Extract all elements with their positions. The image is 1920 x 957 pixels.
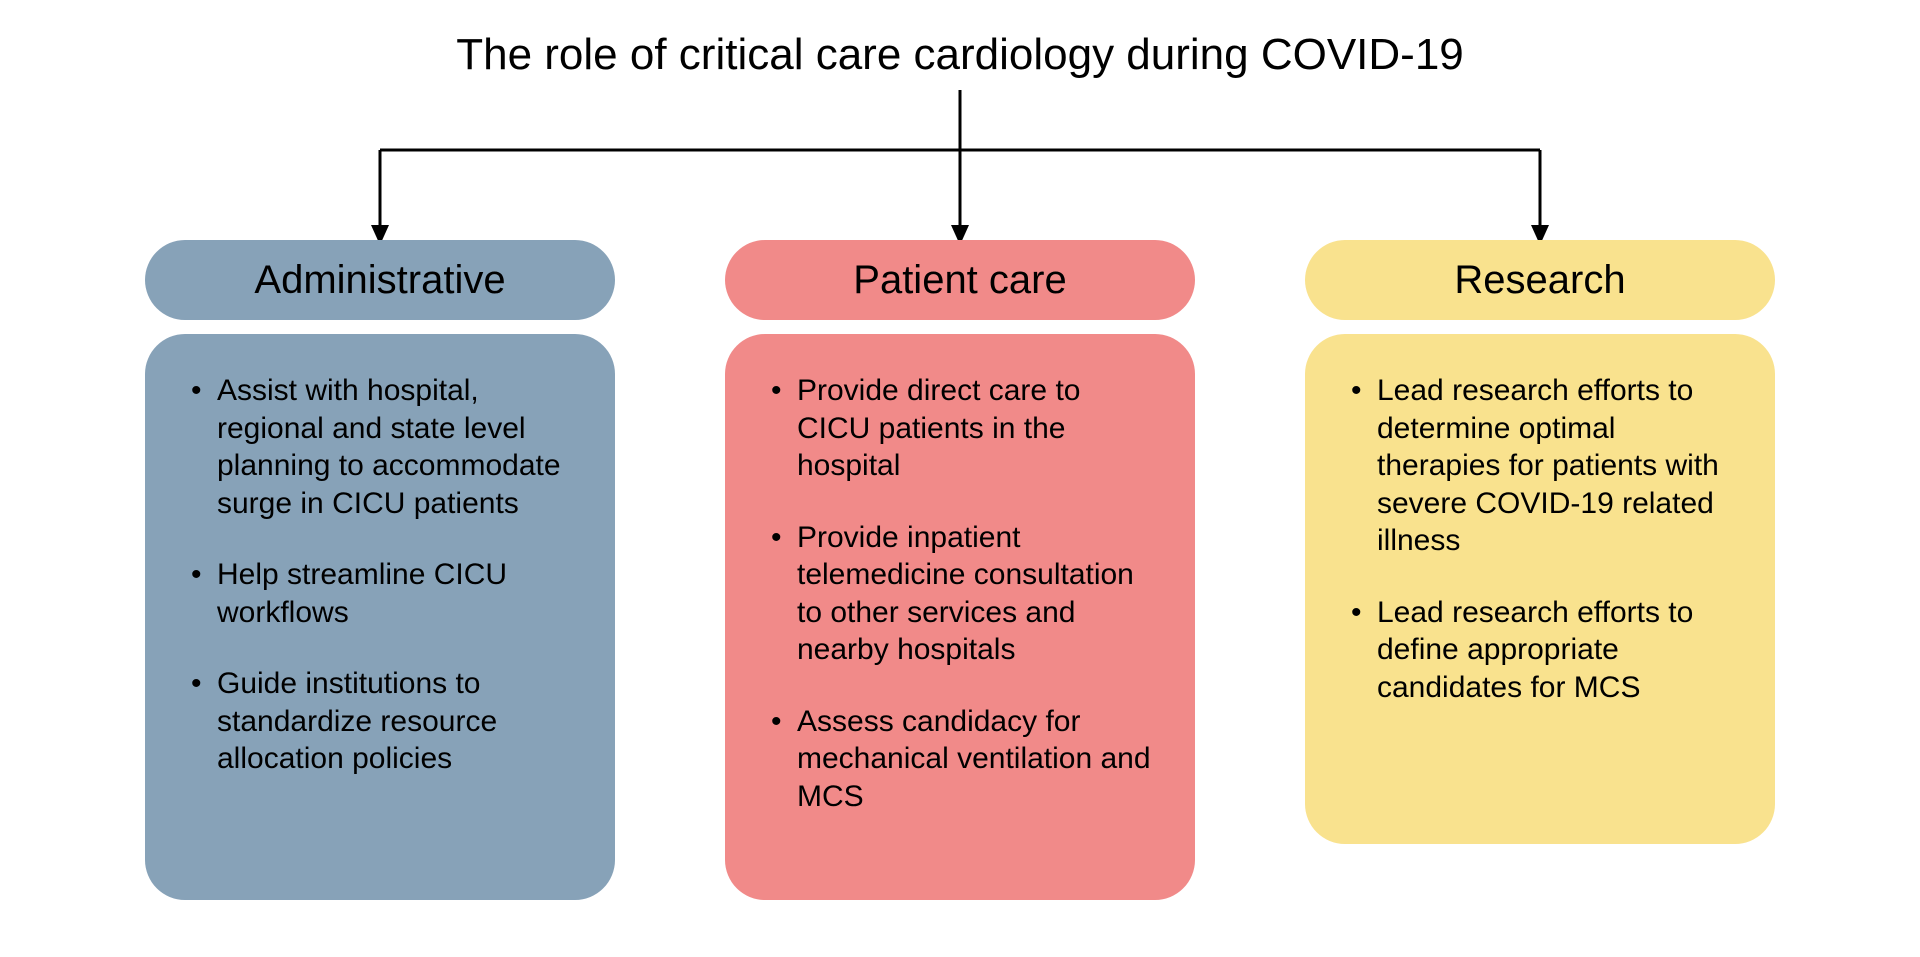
connector-lines [0,90,1920,250]
list-item: Lead research efforts to define appropri… [1347,594,1733,707]
bullets-patient-care: Provide direct care to CICU patients in … [767,372,1153,815]
pill-administrative: Administrative [145,240,615,320]
pill-research: Research [1305,240,1775,320]
list-item: Provide inpatient telemedicine consultat… [767,519,1153,669]
column-patient-care: Patient care Provide direct care to CICU… [725,240,1195,900]
list-item: Assist with hospital, regional and state… [187,372,573,522]
bullets-administrative: Assist with hospital, regional and state… [187,372,573,778]
column-administrative: Administrative Assist with hospital, reg… [145,240,615,900]
body-research: Lead research efforts to determine optim… [1305,334,1775,844]
bullets-research: Lead research efforts to determine optim… [1347,372,1733,706]
diagram-title: The role of critical care cardiology dur… [456,30,1464,80]
list-item: Help streamline CICU workflows [187,556,573,631]
column-research: Research Lead research efforts to determ… [1305,240,1775,844]
pill-patient-care: Patient care [725,240,1195,320]
body-administrative: Assist with hospital, regional and state… [145,334,615,900]
body-patient-care: Provide direct care to CICU patients in … [725,334,1195,900]
list-item: Provide direct care to CICU patients in … [767,372,1153,485]
list-item: Assess candidacy for mechanical ventilat… [767,703,1153,816]
list-item: Lead research efforts to determine optim… [1347,372,1733,560]
list-item: Guide institutions to standardize resour… [187,665,573,778]
